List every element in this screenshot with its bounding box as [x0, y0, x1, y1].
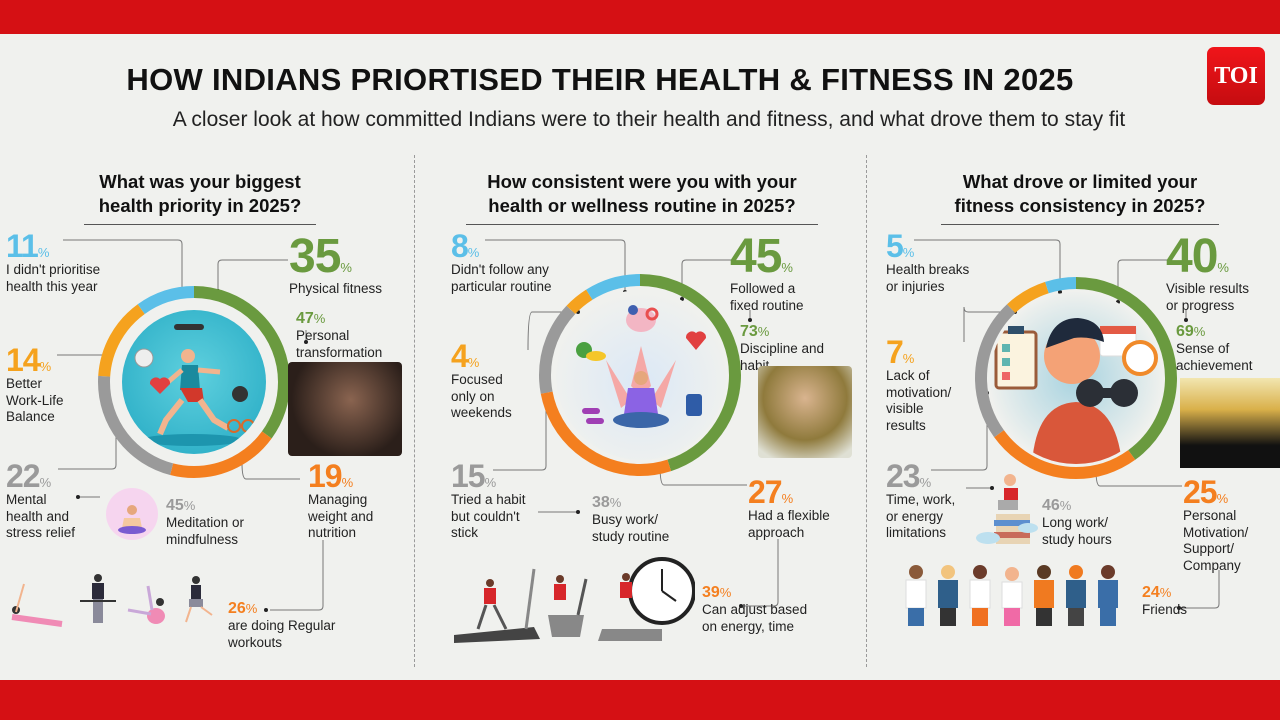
page-subtitle: A closer look at how committed Indians w…	[172, 108, 1126, 131]
stat-flexible-approach: 27% Had a flexible approach	[748, 474, 830, 540]
stat-health-breaks: 5% Health breaks or injuries	[886, 228, 970, 294]
dumbbell-man-illustration	[990, 292, 1162, 464]
stat-lack-motivation: 7% Lack of motivation/ visible results	[886, 334, 952, 433]
stat-long-work-hours: 46% Long work/ study hours	[1042, 497, 1112, 547]
meditation-illustration	[556, 290, 726, 460]
runner-illustration	[122, 310, 266, 454]
stat-didnt-prioritise: 11% I didn't prioritise health this year	[6, 228, 101, 294]
stat-tried-habit: 15% Tried a habit but couldn't stick	[451, 458, 526, 540]
stat-adjust-energy: 39% Can adjust based on energy, time	[702, 584, 808, 634]
donut-chart	[98, 286, 290, 478]
page-title: HOW INDIANS PRIORTISED THEIR HEALTH & FI…	[126, 62, 1074, 97]
stat-work-life-balance: 14% Better Work-Life Balance	[6, 342, 64, 424]
stat-sense-achievement: 69% Sense of achievement	[1176, 323, 1253, 373]
stat-physical-fitness: 35% Physical fitness	[289, 230, 383, 297]
column-divider	[866, 155, 867, 667]
question-title: What was your biggest health priority in…	[84, 170, 316, 225]
stat-managing-weight: 19% Managing weight and nutrition	[308, 458, 374, 540]
bottom-red-bar	[0, 680, 1280, 720]
stat-mental-health: 22% Mental health and stress relief	[6, 458, 76, 540]
stat-time-limitations: 23% Time, work, or energy limitations	[886, 458, 956, 540]
question-title: What drove or limited your fitness consi…	[941, 170, 1219, 225]
column-divider	[414, 155, 415, 667]
man-workout-photo	[288, 362, 402, 456]
stat-visible-results: 40% Visible results or progress	[1166, 230, 1250, 313]
donut-chart	[975, 277, 1177, 479]
meditation-icon	[106, 488, 158, 540]
top-red-bar	[0, 0, 1280, 34]
stat-no-routine: 8% Didn't follow any particular routine	[451, 228, 552, 294]
workout-figures-illustration	[11, 574, 213, 627]
stat-personal-motivation: 25% Personal Motivation/ Support/ Compan…	[1183, 474, 1249, 573]
stat-regular-workouts: 26% are doing Regular workouts	[228, 600, 336, 650]
stat-friends: 24% Friends	[1142, 584, 1188, 618]
stat-busy-routine: 38% Busy work/ study routine	[592, 494, 670, 544]
stat-meditation: 45% Meditation or mindfulness	[166, 497, 245, 547]
question-title: How consistent were you with your health…	[466, 170, 818, 225]
stat-fixed-routine: 45% Followed a fixed routine	[730, 230, 804, 313]
toi-logo: TOI	[1207, 47, 1265, 105]
friends-group-illustration	[905, 565, 1118, 626]
studying-person-icon	[976, 474, 1038, 544]
woman-running-photo	[758, 366, 852, 458]
pushup-silhouette-photo	[1180, 378, 1280, 468]
donut-chart	[539, 274, 741, 476]
stat-weekends-only: 4% Focused only on weekends	[451, 338, 512, 420]
cardio-machines-illustration	[454, 557, 695, 643]
